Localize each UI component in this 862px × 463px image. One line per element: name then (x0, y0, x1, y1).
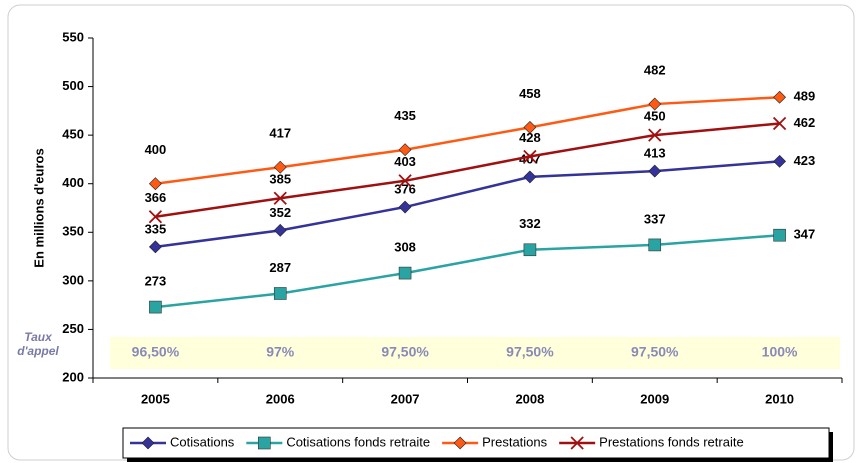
marker (773, 154, 787, 168)
marker (148, 240, 162, 254)
y-tick-label: 300 (62, 272, 84, 287)
data-label: 400 (145, 142, 167, 157)
y-tick-label: 200 (62, 369, 84, 384)
marker (141, 436, 155, 450)
marker (148, 210, 163, 224)
data-label: 435 (394, 108, 416, 123)
legend-label: Prestations (482, 434, 548, 449)
marker (523, 149, 537, 164)
marker (523, 243, 537, 257)
series-line (155, 122, 780, 218)
data-label: 428 (519, 130, 541, 145)
data-label: 332 (519, 216, 541, 231)
marker (523, 170, 537, 184)
data-label: 450 (644, 109, 666, 124)
y-tick-label: 450 (62, 127, 84, 142)
series-line (155, 160, 780, 249)
marker (273, 160, 287, 174)
call-rate-band (110, 337, 840, 369)
x-tick-label: 2010 (765, 391, 794, 406)
marker (648, 128, 662, 142)
y-tick-label: 550 (62, 29, 84, 44)
marker (648, 238, 662, 252)
legend-label: Cotisations fonds retraite (286, 434, 430, 449)
y-tick-label: 500 (62, 78, 84, 93)
data-label: 335 (145, 221, 167, 236)
marker (273, 223, 287, 237)
data-label: 413 (644, 146, 666, 161)
data-label: 273 (145, 274, 167, 289)
marker (398, 200, 412, 214)
marker (772, 116, 787, 131)
x-tick-label: 2008 (515, 391, 544, 406)
call-rate: 100% (762, 344, 798, 360)
data-label: 423 (794, 153, 816, 168)
y-axis-label: En millions d'euros (31, 148, 46, 267)
marker (453, 436, 467, 450)
y-tick-label: 400 (62, 175, 84, 190)
data-label: 376 (394, 181, 416, 196)
series-line (155, 233, 780, 309)
series-line (155, 96, 780, 185)
data-label: 489 (794, 89, 816, 104)
call-rate: 97,50% (506, 344, 554, 360)
data-label: 385 (269, 172, 291, 187)
frame (7, 4, 855, 461)
marker (773, 228, 786, 242)
x-tick-label: 2005 (141, 391, 170, 406)
data-label: 458 (519, 86, 541, 101)
call-rate: 97,50% (381, 344, 429, 360)
y-tick-label: 350 (62, 224, 84, 239)
x-tick-label: 2006 (266, 391, 295, 406)
legend-label: Cotisations (170, 434, 235, 449)
legend-label: Prestations fonds retraite (599, 434, 744, 449)
marker (148, 177, 162, 191)
marker (273, 191, 287, 205)
data-label: 352 (269, 205, 291, 220)
data-label: 462 (794, 115, 816, 130)
x-tick-label: 2007 (391, 391, 420, 406)
call-rate: 97% (266, 344, 295, 360)
data-label: 417 (269, 126, 291, 141)
marker (648, 164, 662, 178)
marker (773, 90, 787, 104)
data-label: 403 (394, 154, 416, 169)
call-rate-label: Taux d'appel (17, 330, 59, 358)
marker (149, 300, 162, 314)
marker (398, 143, 412, 157)
data-label: 482 (644, 62, 666, 77)
marker (398, 174, 412, 188)
data-label: 337 (644, 211, 666, 226)
marker (648, 97, 662, 111)
marker (570, 436, 584, 450)
x-tick-label: 2009 (640, 391, 669, 406)
data-label: 308 (394, 240, 416, 255)
call-rate: 97,50% (631, 344, 679, 360)
call-rate: 96,50% (132, 344, 180, 360)
data-label: 287 (269, 260, 291, 275)
data-label: 347 (794, 227, 816, 242)
marker (523, 120, 537, 134)
marker (398, 266, 412, 280)
marker (273, 287, 287, 300)
marker (258, 436, 271, 450)
data-label: 366 (145, 190, 167, 205)
y-tick-label: 250 (62, 321, 84, 336)
